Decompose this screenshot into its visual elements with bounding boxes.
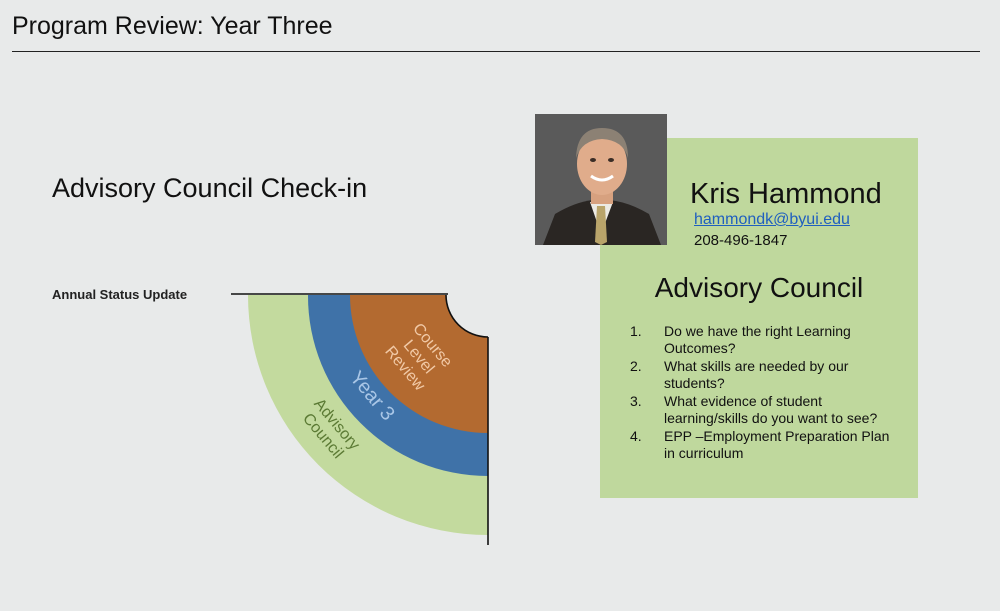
list-item: 3. What evidence of student learning/ski… [630, 393, 900, 427]
question-number: 3. [630, 393, 642, 409]
question-text: What skills are needed by our students? [664, 358, 849, 391]
ring-course-level-review [350, 295, 488, 433]
person-portrait-icon [535, 114, 667, 245]
question-text: Do we have the right Learning Outcomes? [664, 323, 851, 356]
question-number: 4. [630, 428, 642, 444]
list-item: 4. EPP –Employment Preparation Plan in c… [630, 428, 900, 462]
question-number: 2. [630, 358, 642, 374]
question-list: 1. Do we have the right Learning Outcome… [630, 323, 900, 463]
contact-photo [535, 114, 667, 245]
contact-phone: 208-496-1847 [694, 232, 788, 249]
annual-status-label: Annual Status Update [52, 287, 188, 302]
advisory-council-heading: Advisory Council [654, 272, 864, 303]
contact-email-link[interactable]: hammondk@byui.edu [694, 211, 850, 228]
slide-title: Program Review: Year Three [12, 12, 333, 40]
ring-notch [446, 295, 488, 337]
contact-name: Kris Hammond [690, 178, 882, 210]
list-item: 1. Do we have the right Learning Outcome… [630, 323, 900, 357]
question-text: EPP –Employment Preparation Plan in curr… [664, 428, 890, 461]
title-divider [12, 51, 980, 52]
question-number: 1. [630, 323, 642, 339]
question-text: What evidence of student learning/skills… [664, 393, 878, 426]
list-item: 2. What skills are needed by our student… [630, 358, 900, 392]
section-heading: Advisory Council Check-in [52, 173, 368, 203]
